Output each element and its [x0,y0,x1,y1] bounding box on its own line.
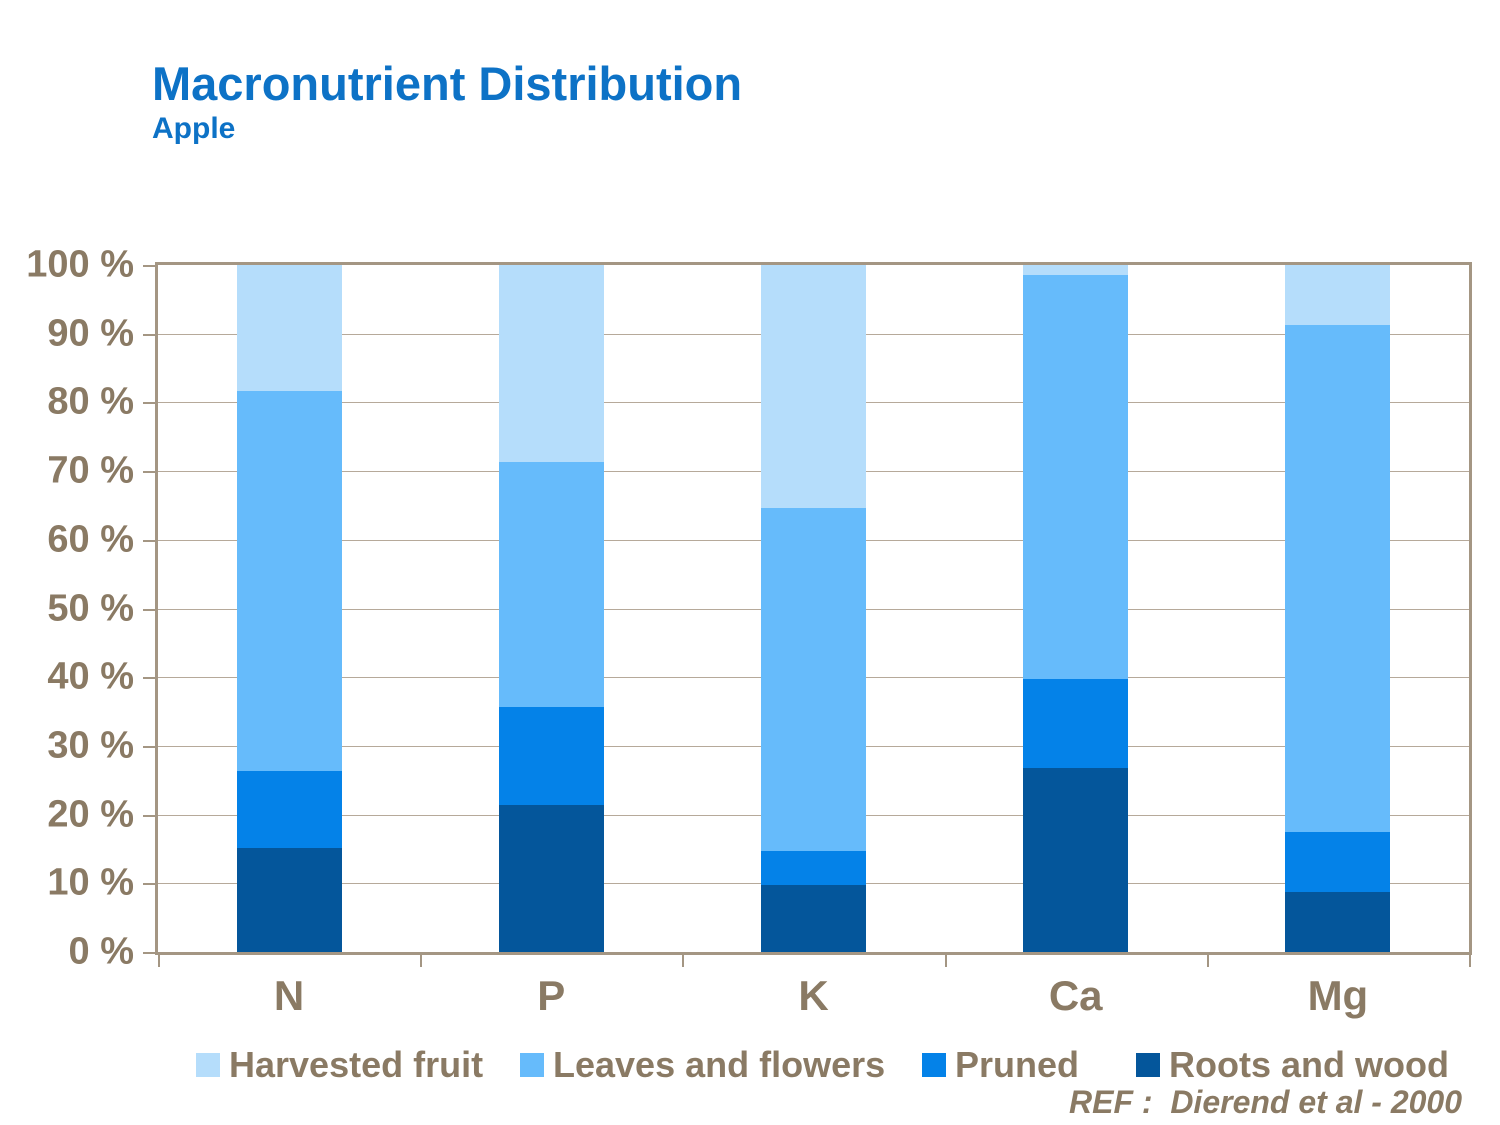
y-tick-label-70: 70 % [47,449,134,492]
legend-item-leaves-and-flowers: Leaves and flowers [520,1044,885,1086]
y-tick-label-30: 30 % [47,724,134,767]
plot-area [155,262,1472,955]
legend-item-harvested-fruit: Harvested fruit [196,1044,483,1086]
segment-P-leaves-and-flowers [498,462,604,707]
y-tick-mark-20 [143,814,155,817]
segment-Mg-roots-and-wood [1285,891,1391,952]
bar-N [236,265,342,952]
segment-K-harvested-fruit [761,265,866,508]
x-tick-mark-1 [420,953,423,967]
legend-swatch-icon [520,1053,544,1077]
bar-K [761,265,866,952]
segment-N-harvested-fruit [236,265,342,392]
y-tick-label-20: 20 % [47,793,134,836]
segment-Mg-harvested-fruit [1285,265,1391,326]
y-tick-mark-40 [143,677,155,680]
y-tick-mark-30 [143,745,155,748]
legend-item-roots-and-wood: Roots and wood [1136,1044,1449,1086]
y-tick-mark-0 [143,952,155,954]
legend-swatch-icon [922,1053,946,1077]
x-tick-label-Mg: Mg [1307,972,1369,1019]
legend-item-pruned: Pruned [922,1044,1079,1086]
legend-label: Harvested fruit [229,1044,484,1085]
x-tick-label-P: P [537,972,566,1019]
x-tick-label-Ca: Ca [1048,972,1103,1019]
y-tick-mark-60 [143,539,155,542]
y-tick-mark-70 [143,471,155,474]
bar-P [498,265,604,952]
legend-label: Pruned [955,1044,1080,1085]
y-tick-label-50: 50 % [47,587,134,629]
x-tick-label-N: N [273,972,305,1019]
chart-title: Macronutrient Distribution [152,57,743,110]
segment-K-roots-and-wood [761,885,866,952]
legend-swatch-icon [1136,1053,1160,1077]
x-tick-mark-4 [1206,953,1209,967]
segment-N-pruned [236,770,342,848]
y-tick-mark-50 [143,608,155,611]
y-tick-label-60: 60 % [47,518,134,561]
y-tick-label-0: 0 % [68,930,134,973]
segment-P-harvested-fruit [498,265,604,463]
segment-P-roots-and-wood [498,804,604,952]
y-tick-mark-90 [143,333,155,336]
legend-swatch-icon [196,1053,220,1077]
segment-Ca-roots-and-wood [1023,767,1129,952]
bar-Mg [1285,265,1391,952]
segment-P-pruned [498,706,604,805]
segment-N-roots-and-wood [236,847,342,952]
x-tick-label-K: K [798,972,829,1019]
segment-Mg-pruned [1285,832,1391,892]
y-tick-label-100: 100 % [26,243,134,286]
segment-K-leaves-and-flowers [761,507,866,852]
legend-label: Leaves and flowers [553,1044,886,1085]
segment-N-leaves-and-flowers [236,391,342,771]
bar-Ca [1023,265,1129,952]
reference-text: REF : Dierend et al - 2000 [1068,1084,1462,1120]
y-tick-mark-10 [143,883,155,886]
segment-Ca-harvested-fruit [1023,265,1129,276]
segment-Mg-leaves-and-flowers [1285,325,1391,833]
x-tick-mark-3 [944,953,947,967]
y-tick-mark-100 [143,265,155,267]
x-tick-mark-2 [682,953,685,967]
x-tick-mark-0 [158,953,160,967]
y-tick-mark-80 [143,402,155,405]
y-tick-label-10: 10 % [47,861,134,904]
y-tick-label-80: 80 % [47,380,134,423]
y-tick-label-40: 40 % [47,655,134,698]
chart-subtitle: Apple [152,112,236,145]
y-tick-label-90: 90 % [47,312,134,355]
segment-K-pruned [761,851,866,886]
segment-Ca-leaves-and-flowers [1023,275,1129,679]
x-tick-mark-5 [1469,953,1471,967]
segment-Ca-pruned [1023,678,1129,768]
legend-label: Roots and wood [1169,1044,1449,1085]
